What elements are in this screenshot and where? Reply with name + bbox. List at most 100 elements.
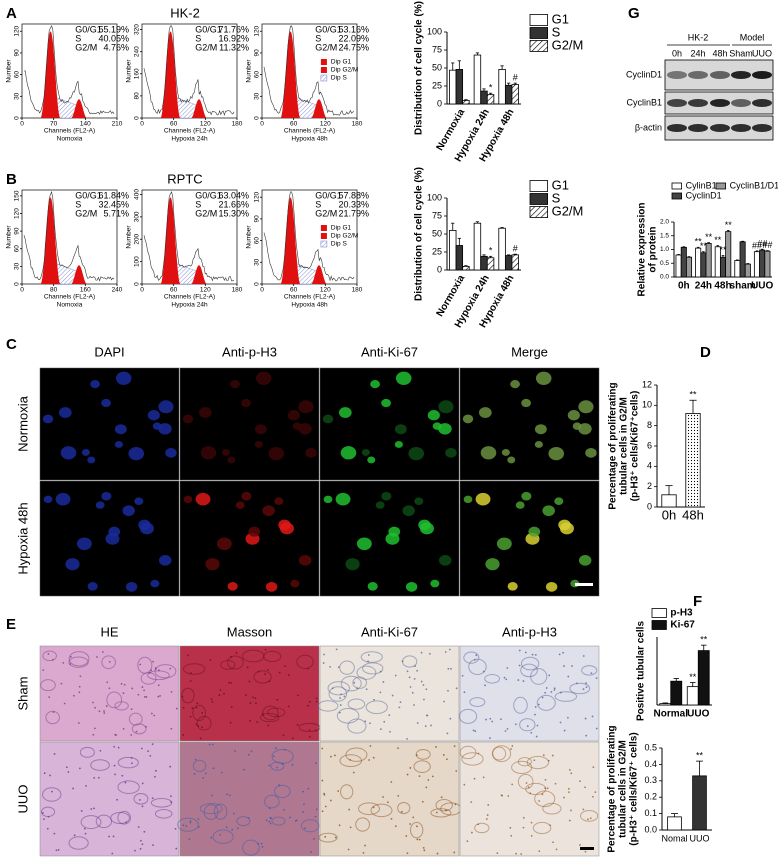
nucleus — [505, 678, 508, 681]
nucleus — [55, 849, 58, 852]
label: D — [700, 344, 711, 361]
label: tubular cells in G2/M — [618, 740, 629, 838]
nucleus — [111, 852, 114, 855]
tubule — [463, 651, 480, 664]
tubule — [536, 694, 556, 711]
cell — [101, 398, 111, 408]
nucleus — [108, 835, 110, 838]
cell — [585, 447, 597, 458]
cell — [521, 398, 531, 408]
nucleus — [471, 831, 473, 834]
label: A — [6, 5, 17, 22]
label: 25 — [432, 80, 442, 90]
nucleus — [416, 669, 419, 672]
nucleus — [211, 794, 214, 797]
label: HK-2 — [688, 32, 709, 42]
label: * — [489, 246, 493, 256]
legend-swatch — [529, 206, 549, 218]
label: G0/G1 — [195, 190, 222, 200]
cell — [548, 446, 565, 461]
label: # — [513, 72, 518, 82]
nucleus — [250, 750, 253, 753]
cell — [462, 414, 474, 424]
nucleus — [530, 731, 533, 734]
label: 60 — [14, 71, 21, 79]
nucleus — [262, 713, 265, 715]
nucleus — [302, 810, 305, 813]
nucleus — [413, 678, 416, 680]
cell — [230, 379, 240, 389]
cell — [290, 579, 300, 588]
cell — [322, 414, 334, 424]
nucleus — [97, 776, 100, 779]
label: 240 — [134, 46, 141, 57]
label: 0 — [14, 116, 21, 120]
nucleus — [592, 766, 595, 769]
nucleus — [197, 825, 200, 828]
tubule — [358, 802, 380, 816]
tubule — [90, 759, 110, 771]
nucleus — [67, 771, 70, 773]
label: 0 — [437, 264, 442, 274]
cell — [510, 379, 520, 389]
nucleus — [287, 673, 290, 676]
nucleus — [169, 765, 172, 768]
nucleus — [400, 810, 403, 813]
tubule — [413, 760, 431, 773]
nucleus — [143, 830, 146, 833]
nucleus — [154, 775, 156, 778]
nucleus — [268, 820, 271, 823]
label: 4.76% — [103, 42, 129, 52]
cell — [108, 526, 121, 537]
band — [731, 124, 751, 132]
tubule — [192, 704, 207, 722]
dip-g1 — [280, 31, 301, 118]
tubule — [484, 673, 501, 684]
label: E — [6, 616, 16, 633]
nucleus — [515, 852, 518, 855]
nucleus — [48, 696, 51, 699]
band — [667, 124, 687, 132]
nucleus — [520, 853, 523, 855]
nucleus — [474, 730, 477, 733]
nucleus — [170, 801, 173, 804]
nucleus — [267, 724, 270, 727]
tubule — [519, 718, 536, 732]
nucleus — [435, 811, 438, 814]
bar — [449, 229, 457, 271]
nucleus — [430, 724, 432, 727]
label: Sham — [729, 48, 753, 58]
nucleus — [554, 782, 557, 785]
label: 0.2 — [644, 792, 657, 802]
nucleus — [431, 775, 434, 778]
cell — [405, 582, 418, 592]
nucleus — [139, 663, 142, 666]
nucleus — [368, 759, 371, 761]
nucleus — [140, 747, 143, 750]
nucleus — [455, 687, 458, 690]
label: 15.30% — [218, 208, 249, 218]
label: S — [195, 33, 201, 43]
nucleus — [418, 838, 421, 841]
nucleus — [151, 797, 154, 799]
bar — [486, 257, 495, 271]
label: UUO — [751, 281, 773, 292]
cell — [195, 492, 211, 506]
cell — [216, 537, 232, 551]
label: Model — [740, 32, 765, 42]
cell — [183, 495, 193, 504]
nucleus — [379, 691, 382, 694]
label: S — [75, 199, 81, 209]
nucleus — [518, 649, 521, 652]
label: 1.5 — [660, 232, 669, 239]
tubule — [68, 836, 89, 850]
cell — [414, 497, 424, 506]
tubule — [42, 787, 62, 802]
nucleus — [78, 685, 81, 688]
label: 21.66% — [218, 199, 249, 209]
nucleus — [389, 730, 391, 733]
nucleus — [522, 680, 525, 682]
tubule — [128, 712, 143, 726]
bar — [744, 263, 751, 278]
label: Nomal — [661, 833, 687, 843]
